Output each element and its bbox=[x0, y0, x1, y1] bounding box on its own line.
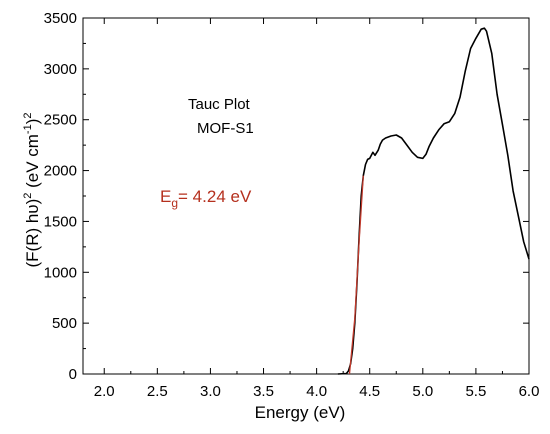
y-tick-label: 500 bbox=[52, 315, 77, 332]
series-layer bbox=[337, 27, 530, 375]
band-gap-symbol: E bbox=[160, 187, 171, 206]
annotation-plot-name: Tauc Plot bbox=[188, 96, 251, 113]
plot-frame bbox=[82, 17, 530, 375]
y-tick-label: 2000 bbox=[44, 163, 77, 180]
y-tick-label: 3000 bbox=[44, 61, 77, 78]
y-tick-label: 0 bbox=[69, 366, 77, 383]
x-tick-label: 3.5 bbox=[253, 383, 274, 400]
x-tick-label: 6.0 bbox=[519, 383, 540, 400]
x-tick-label: 4.5 bbox=[359, 383, 380, 400]
y-axis-label-unit: (eV cm bbox=[23, 134, 42, 193]
y-axis-label: (F(R) hυ)2 (eV cm-1)2 bbox=[22, 112, 42, 267]
x-tick-label: 2.0 bbox=[94, 383, 115, 400]
band-gap-value: = 4.24 eV bbox=[178, 187, 252, 206]
x-axis-label: Energy (eV) bbox=[255, 403, 346, 422]
y-axis-label-paren: ) bbox=[23, 119, 42, 125]
annotation-band-gap: Eg= 4.24 eV bbox=[160, 187, 252, 210]
y-tick-label: 2500 bbox=[44, 112, 77, 129]
x-tick-label: 4.0 bbox=[306, 383, 327, 400]
series-line-tauc bbox=[337, 27, 530, 375]
axis-tick-labels: 2.0 2.5 3.0 3.5 4.0 4.5 5.0 5.5 6.0 0 500 1000 1500 2… bbox=[44, 10, 540, 400]
annotation-sample-name: MOF-S1 bbox=[197, 120, 254, 137]
y-axis-label-sup1: 2 bbox=[22, 193, 34, 199]
band-gap-subscript: g bbox=[171, 196, 178, 210]
x-tick-label: 3.0 bbox=[200, 383, 221, 400]
y-axis-label-sup2: -1 bbox=[22, 124, 34, 134]
y-axis-label-sup3: 2 bbox=[22, 112, 34, 118]
x-tick-label: 5.5 bbox=[465, 383, 486, 400]
y-tick-label: 1000 bbox=[44, 264, 77, 281]
y-tick-label: 3500 bbox=[44, 10, 77, 27]
axis-ticks bbox=[83, 17, 530, 375]
x-tick-label: 2.5 bbox=[147, 383, 168, 400]
x-tick-label: 5.0 bbox=[412, 383, 433, 400]
y-tick-label: 1500 bbox=[44, 213, 77, 230]
series-line-fit bbox=[348, 175, 364, 375]
plot-area bbox=[82, 17, 530, 375]
y-axis-label-main: (F(R) hυ) bbox=[23, 199, 42, 268]
